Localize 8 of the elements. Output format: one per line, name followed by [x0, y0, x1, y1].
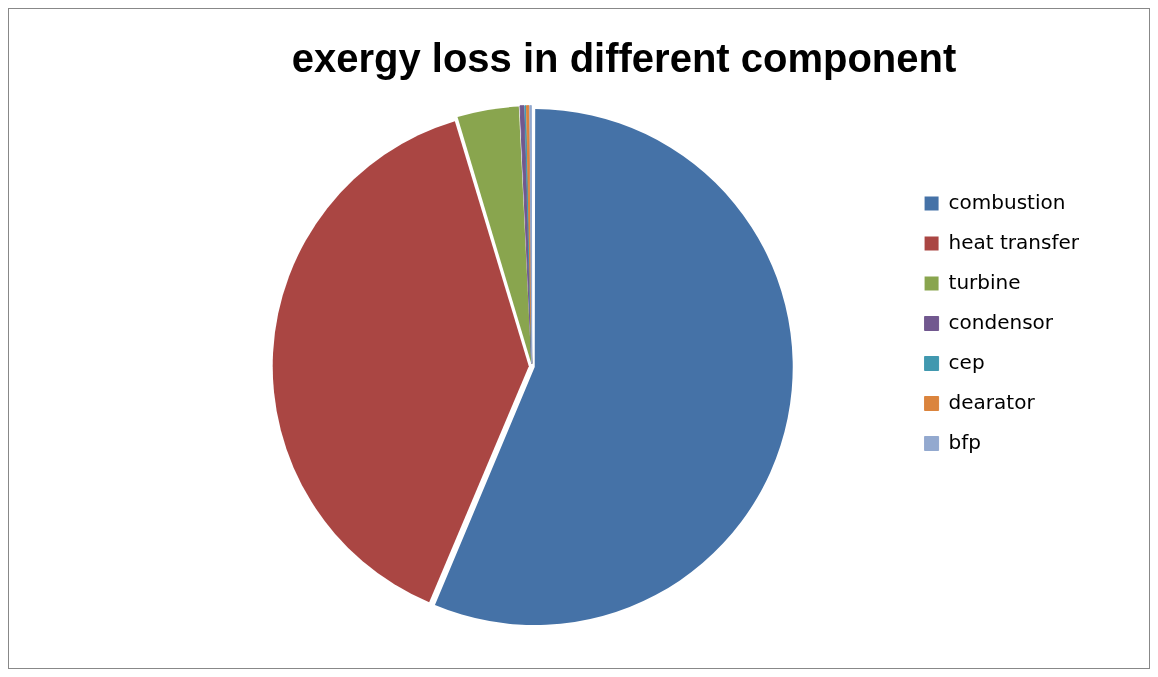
legend-label: cep	[948, 349, 985, 374]
legend-label: dearator	[948, 389, 1036, 414]
legend-label: condensor	[948, 309, 1054, 334]
legend-label: heat transfer	[948, 229, 1080, 254]
chart-title: exergy loss in different component	[291, 36, 957, 81]
legend-label: combustion	[948, 189, 1066, 214]
legend-label: turbine	[948, 269, 1021, 294]
legend-label: bfp	[948, 429, 982, 454]
